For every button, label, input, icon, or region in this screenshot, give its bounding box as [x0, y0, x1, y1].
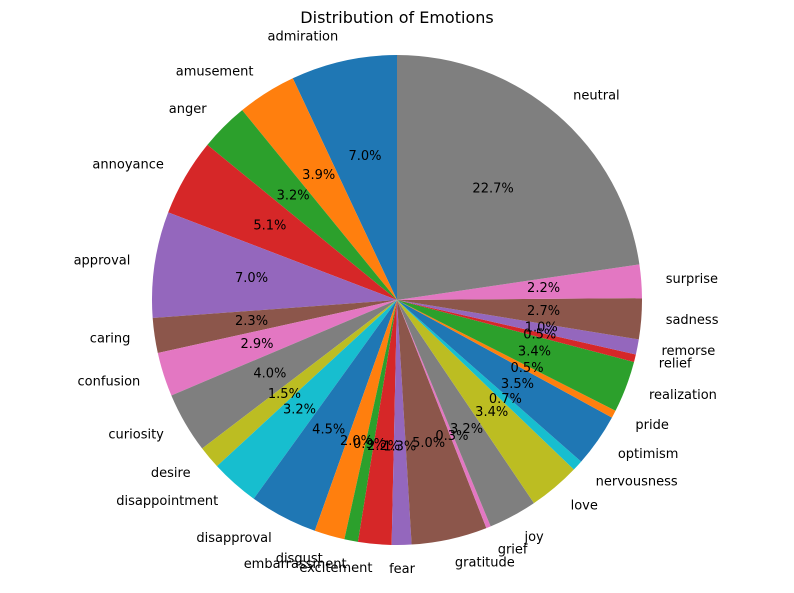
pct-label-disgust: 2.0% — [340, 434, 373, 449]
slice-label-relief: relief — [659, 357, 692, 372]
pie-slice-anger — [207, 110, 397, 300]
pct-label-love: 3.4% — [475, 405, 508, 420]
slice-label-curiosity: curiosity — [108, 428, 164, 443]
pie-slice-admiration — [292, 55, 397, 300]
slice-label-caring: caring — [90, 332, 131, 347]
pct-label-amusement: 3.9% — [302, 168, 335, 183]
slice-label-excitement: excitement — [299, 561, 372, 576]
slice-label-nervousness: nervousness — [596, 475, 678, 490]
pie-slice-fear — [391, 300, 412, 545]
pct-label-joy: 3.2% — [450, 422, 483, 437]
pie-slice-amusement — [242, 78, 397, 301]
pie-slice-joy — [397, 300, 534, 527]
pct-label-gratitude: 5.0% — [412, 436, 445, 451]
slice-label-grief: grief — [498, 542, 528, 557]
pct-label-sadness: 2.7% — [527, 304, 560, 319]
slice-label-disappointment: disappointment — [116, 494, 218, 509]
pct-label-approval: 7.0% — [235, 271, 268, 286]
pie-slice-disgust — [314, 300, 397, 540]
slice-label-anger: anger — [169, 102, 207, 117]
pie-slice-optimism — [397, 300, 612, 462]
slice-label-neutral: neutral — [573, 89, 620, 104]
slice-label-amusement: amusement — [176, 64, 254, 79]
pie-slice-love — [397, 300, 574, 504]
pie-slice-nervousness — [397, 300, 582, 470]
pie-slices — [152, 55, 642, 545]
pct-label-realization: 3.4% — [518, 345, 551, 360]
pct-label-remorse: 1.0% — [525, 321, 558, 336]
slice-label-confusion: confusion — [78, 374, 141, 389]
pie-slice-realization — [397, 300, 635, 411]
pct-label-embarrassment: 0.9% — [353, 437, 386, 452]
pie-slice-embarrassment — [344, 300, 397, 542]
pct-label-disapproval: 4.5% — [312, 423, 345, 438]
pie-slice-pride — [397, 300, 616, 418]
pie-slice-confusion — [157, 300, 397, 396]
pct-label-fear: 1.3% — [383, 439, 416, 454]
pie-slice-excitement — [357, 300, 397, 545]
pie-slice-desire — [202, 300, 397, 467]
pct-label-confusion: 2.9% — [240, 337, 273, 352]
pct-label-admiration: 7.0% — [348, 149, 381, 164]
slice-label-sadness: sadness — [666, 313, 719, 328]
pie-slice-surprise — [397, 264, 642, 300]
pct-label-grief: 0.3% — [435, 429, 468, 444]
slice-label-embarrassment: embarrassment — [244, 557, 347, 572]
pct-label-surprise: 2.2% — [527, 281, 560, 296]
slice-label-joy: joy — [523, 530, 544, 545]
pct-label-curiosity: 4.0% — [253, 366, 286, 381]
slice-label-gratitude: gratitude — [455, 556, 515, 571]
pie-slice-neutral — [397, 55, 640, 300]
pie-slice-disappointment — [216, 300, 397, 499]
slice-label-disapproval: disapproval — [196, 531, 271, 546]
pct-label-caring: 2.3% — [235, 314, 268, 329]
pct-label-excitement: 2.2% — [367, 439, 400, 454]
pie-slice-caring — [152, 300, 397, 354]
slice-label-desire: desire — [151, 466, 191, 481]
slice-label-approval: approval — [74, 253, 131, 268]
pie-slice-approval — [152, 212, 397, 319]
pct-label-neutral: 22.7% — [472, 181, 513, 196]
slice-label-annoyance: annoyance — [92, 157, 163, 172]
pie-labels: admiration 7.0% amusement 3.9% anger 3.2% anno… — [74, 29, 719, 576]
pie-slice-sadness — [397, 298, 642, 340]
pct-label-pride: 0.5% — [511, 361, 544, 376]
pie-slice-disapproval — [253, 300, 397, 531]
slice-label-remorse: remorse — [662, 344, 716, 359]
pct-label-desire: 1.5% — [268, 387, 301, 402]
pie-slice-curiosity — [171, 300, 397, 449]
pct-label-relief: 0.5% — [523, 327, 556, 342]
pie-slice-gratitude — [397, 300, 487, 545]
slice-label-surprise: surprise — [666, 272, 718, 287]
pie-slice-remorse — [397, 300, 639, 355]
slice-label-realization: realization — [649, 388, 717, 403]
slice-label-pride: pride — [635, 418, 668, 433]
slice-label-fear: fear — [389, 562, 416, 577]
pie-slice-grief — [397, 300, 491, 529]
pie-slice-annoyance — [168, 144, 397, 300]
chart-title: Distribution of Emotions — [300, 8, 493, 27]
slice-label-optimism: optimism — [618, 447, 679, 462]
pct-label-nervousness: 0.7% — [489, 392, 522, 407]
pct-label-annoyance: 5.1% — [253, 219, 286, 234]
pct-label-anger: 3.2% — [277, 188, 310, 203]
pct-label-disappointment: 3.2% — [283, 403, 316, 418]
slice-label-admiration: admiration — [268, 29, 339, 44]
pct-label-optimism: 3.5% — [501, 377, 534, 392]
slice-label-love: love — [571, 499, 598, 514]
pie-slice-relief — [397, 300, 636, 362]
slice-label-disgust: disgust — [276, 552, 323, 567]
